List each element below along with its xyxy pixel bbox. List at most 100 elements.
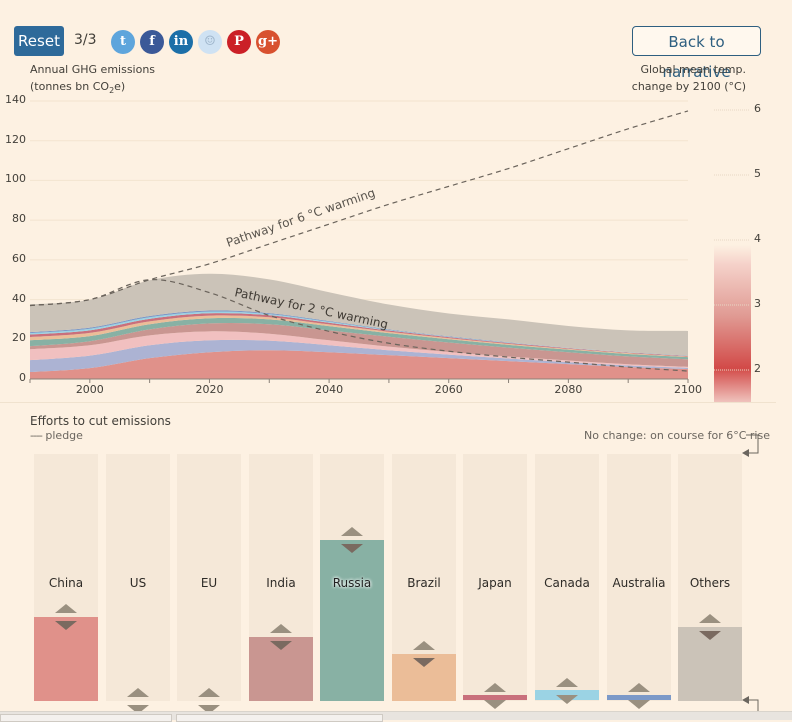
y-tick-label: 80 [12,212,26,226]
google-plus-share-icon[interactable]: g+ [256,30,280,54]
y-axis-title-line1: Annual GHG emissions [30,63,156,76]
dashed-line-icon: ---- [30,429,43,442]
effort-bar[interactable] [463,695,527,700]
increase-arrow-icon[interactable] [413,641,435,650]
y-tick-label: 20 [12,331,26,345]
effort-column-label: Others [689,576,731,590]
pledge-legend: ---- pledge [30,429,83,442]
effort-column-china[interactable]: China [34,454,98,701]
decrease-arrow-icon[interactable] [484,700,506,709]
scrollbar-track-left[interactable] [0,714,172,722]
x-tick-label: 2080 [554,383,583,396]
temp-tick-label: 3 [754,297,761,310]
area-india [30,322,688,367]
effort-column-label: Australia [612,576,666,590]
facebook-share-icon[interactable]: f [140,30,164,54]
effort-column-eu[interactable]: EU [177,454,241,714]
area-japan [30,313,688,357]
effort-column-label: Japan [478,576,512,590]
decrease-arrow-icon[interactable] [270,641,292,650]
pathway-2c-line [29,279,689,372]
temperature-colorbar [714,245,751,403]
increase-arrow-icon[interactable] [556,678,578,687]
area-china [30,350,688,379]
increase-arrow-icon[interactable] [270,624,292,633]
temp-tick-label: 4 [754,232,761,245]
effort-column-label: China [48,576,84,590]
decrease-arrow-icon[interactable] [413,658,435,667]
x-tick-label: 2000 [75,383,104,396]
increase-arrow-icon[interactable] [127,688,149,697]
y-tick-label: 40 [12,291,26,305]
effort-column-russia[interactable]: Russia [320,454,384,701]
effort-column-brazil[interactable]: Brazil [392,454,456,701]
y-tick-label: 100 [5,172,26,186]
decrease-arrow-icon[interactable] [127,705,149,714]
pathway-6c-line [29,110,689,307]
pinterest-share-icon[interactable]: P [227,30,251,54]
y-tick-label: 120 [5,132,26,146]
area-russia [30,317,688,360]
efforts-title: Efforts to cut emissions [30,414,171,428]
effort-column-label: Brazil [407,576,441,590]
no-change-annotation: No change: on course for 6°C rise [584,429,770,442]
decrease-arrow-icon[interactable] [55,621,77,630]
area-brazil [30,315,688,358]
section-divider [0,402,776,403]
y-axis-title: Annual GHG emissions (tonnes bn CO2e) [30,61,155,99]
temp-tick-label: 6 [754,102,761,115]
effort-column-label: US [129,576,147,590]
temp-axis-title: Global mean temp. change by 2100 (°C) [632,61,746,95]
temp-axis-title-line1: Global mean temp. [640,63,746,76]
increase-arrow-icon[interactable] [484,683,506,692]
increase-arrow-icon[interactable] [198,688,220,697]
effort-column-label: Russia [332,576,372,590]
increase-arrow-icon[interactable] [699,614,721,623]
decrease-arrow-icon[interactable] [341,544,363,553]
x-tick-label: 2060 [434,383,463,396]
effort-column-australia[interactable]: Australia [607,454,671,709]
effort-bar[interactable] [607,695,671,700]
step-indicator: 3/3 [74,32,97,48]
linkedin-share-icon[interactable]: in [169,30,193,54]
baseline-arrow-icon [742,696,759,714]
scrollbar-thumb[interactable] [176,714,383,722]
twitter-share-icon[interactable]: t [111,30,135,54]
x-tick-label: 2100 [674,383,702,396]
y-axis-title-line2: (tonnes bn CO2e) [30,80,126,96]
decrease-arrow-icon[interactable] [556,695,578,704]
effort-column-india[interactable]: India [249,454,313,701]
effort-bar[interactable] [320,540,384,701]
effort-column-others[interactable]: Others [678,454,742,701]
y-tick-label: 140 [5,93,26,106]
no-change-arrow-icon [742,434,759,457]
back-to-narrative-button[interactable]: Back to narrative [632,26,761,81]
effort-bar[interactable] [34,617,98,701]
y-tick-label: 0 [19,371,26,384]
x-tick-label: 2020 [195,383,224,396]
temp-tick-label: 2 [754,362,761,375]
decrease-arrow-icon[interactable] [628,700,650,709]
effort-column-label: Canada [544,576,590,590]
increase-arrow-icon[interactable] [55,604,77,613]
decrease-arrow-icon[interactable] [699,631,721,640]
increase-arrow-icon[interactable] [628,683,650,692]
effort-column-label: India [266,576,296,590]
temp-tick-label: 5 [754,167,761,180]
effort-column-canada[interactable]: Canada [535,454,599,704]
decrease-arrow-icon[interactable] [198,705,220,714]
reddit-share-icon[interactable]: ☺ [198,30,222,54]
effort-column-us[interactable]: US [106,454,170,714]
pledge-legend-label: pledge [45,429,83,442]
x-tick-label: 2040 [315,383,344,396]
area-others [30,273,688,356]
increase-arrow-icon[interactable] [341,527,363,536]
area-us [30,339,688,373]
effort-column-label: EU [200,576,218,590]
pathway-6c-label: Pathway for 6 °C warming [224,186,377,250]
y-tick-label: 60 [12,251,26,265]
reset-button[interactable]: Reset [14,26,64,56]
effort-column-japan[interactable]: Japan [463,454,527,709]
temp-axis-title-line2: change by 2100 (°C) [631,80,746,93]
